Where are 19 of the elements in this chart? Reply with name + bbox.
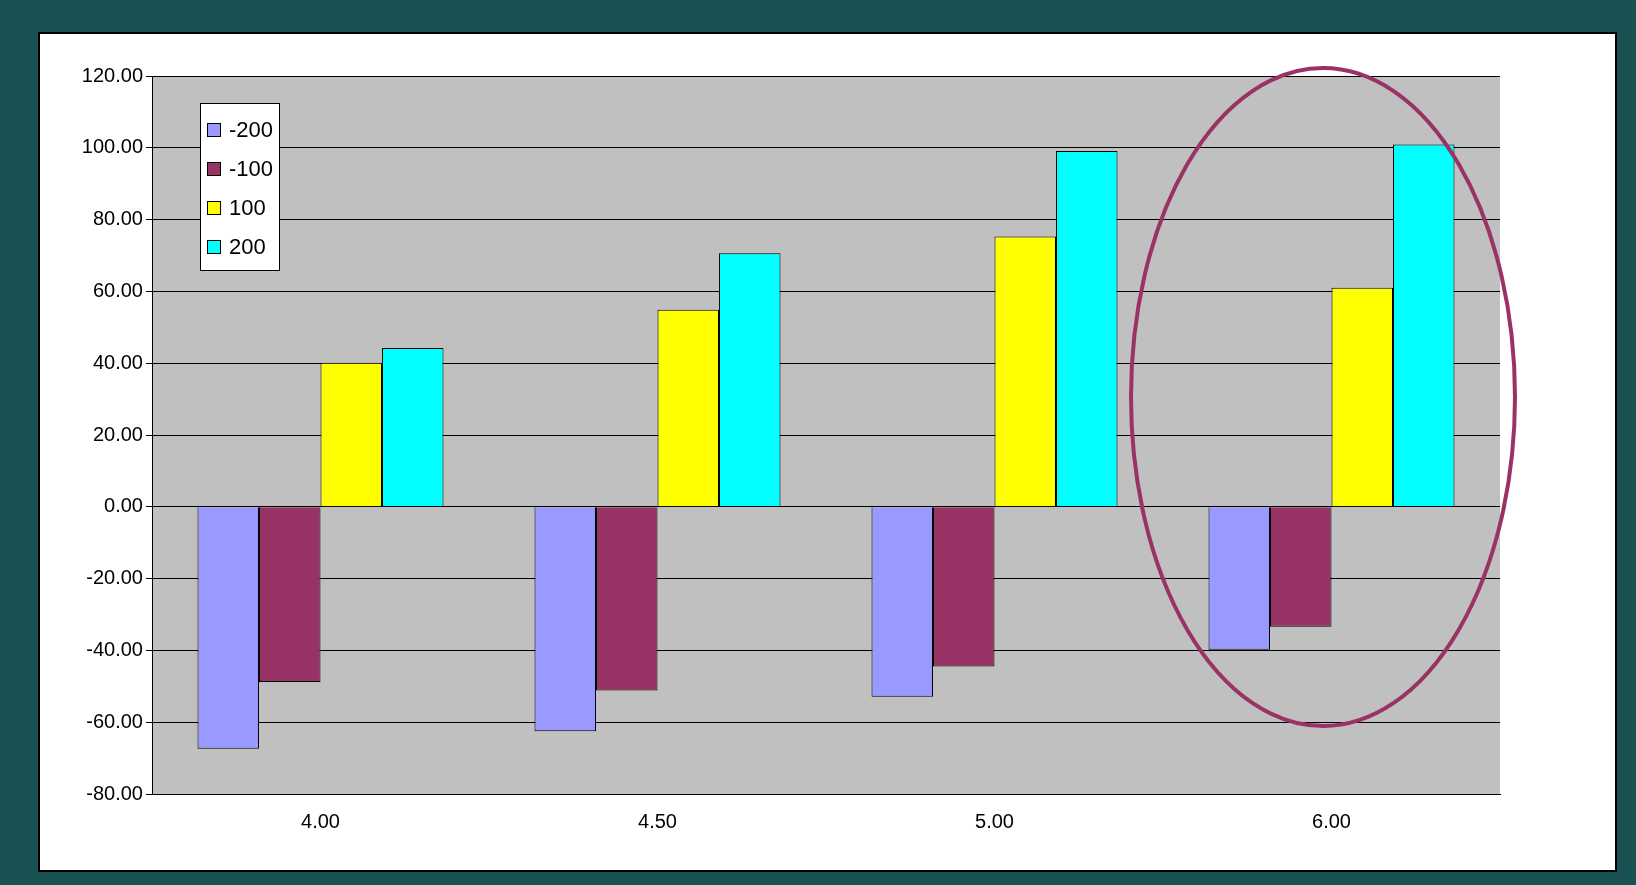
y-tick-label: -40.00 <box>86 637 143 660</box>
legend-label: -100 <box>229 155 274 182</box>
y-tick-label: 40.00 <box>92 350 143 373</box>
y-tick-label: 60.00 <box>92 278 143 301</box>
y-tick-label: 0.00 <box>104 494 143 517</box>
y-tick-label: 120.00 <box>81 63 143 86</box>
y-tick-label: 80.00 <box>92 207 143 230</box>
legend-label: 200 <box>229 233 266 260</box>
x-tick-label: 4.50 <box>638 809 677 832</box>
y-tick-label: -80.00 <box>86 781 143 804</box>
x-tick-label: 6.00 <box>1312 809 1351 832</box>
y-tick-label: -20.00 <box>86 566 143 589</box>
y-tick-label: 100.00 <box>81 135 143 158</box>
legend-label: -200 <box>229 116 274 143</box>
y-tick-label: -60.00 <box>86 709 143 732</box>
x-tick-label: 4.00 <box>301 809 340 832</box>
x-tick-label: 5.00 <box>975 809 1014 832</box>
legend-label: 100 <box>229 194 266 221</box>
y-tick-label: 20.00 <box>92 422 143 445</box>
